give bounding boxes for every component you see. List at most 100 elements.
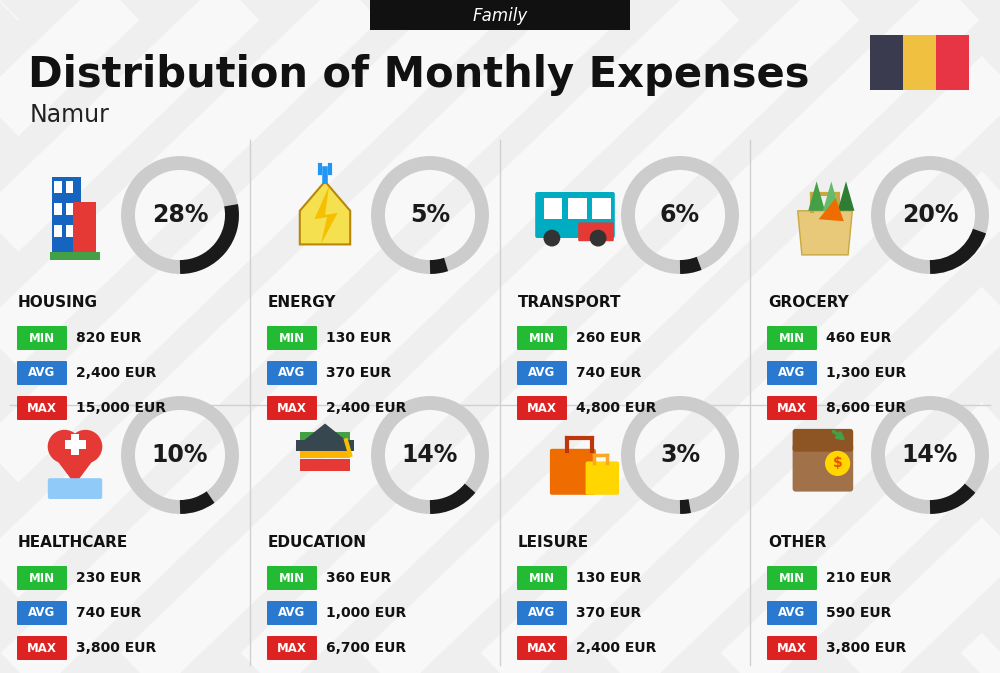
- FancyBboxPatch shape: [517, 396, 567, 420]
- Text: AVG: AVG: [278, 606, 306, 620]
- FancyBboxPatch shape: [66, 203, 73, 215]
- FancyBboxPatch shape: [767, 396, 817, 420]
- FancyBboxPatch shape: [535, 192, 615, 238]
- Text: 260 EUR: 260 EUR: [576, 331, 641, 345]
- Polygon shape: [300, 182, 350, 244]
- Text: 1,300 EUR: 1,300 EUR: [826, 366, 906, 380]
- Polygon shape: [314, 186, 338, 244]
- Circle shape: [590, 229, 606, 246]
- FancyBboxPatch shape: [296, 440, 354, 451]
- Text: 370 EUR: 370 EUR: [326, 366, 391, 380]
- FancyBboxPatch shape: [267, 396, 317, 420]
- Text: 130 EUR: 130 EUR: [326, 331, 391, 345]
- FancyBboxPatch shape: [517, 636, 567, 660]
- FancyBboxPatch shape: [767, 361, 817, 385]
- Polygon shape: [823, 182, 840, 211]
- FancyBboxPatch shape: [71, 434, 79, 455]
- FancyBboxPatch shape: [50, 252, 100, 260]
- Text: 3,800 EUR: 3,800 EUR: [76, 641, 156, 655]
- Text: MAX: MAX: [277, 402, 307, 415]
- FancyBboxPatch shape: [267, 326, 317, 350]
- Text: ENERGY: ENERGY: [268, 295, 336, 310]
- FancyBboxPatch shape: [793, 429, 853, 452]
- Text: 6,700 EUR: 6,700 EUR: [326, 641, 406, 655]
- Text: 5%: 5%: [410, 203, 450, 227]
- Text: 360 EUR: 360 EUR: [326, 571, 391, 585]
- Text: MAX: MAX: [27, 402, 57, 415]
- Polygon shape: [50, 451, 100, 485]
- Circle shape: [544, 229, 560, 246]
- Text: 6%: 6%: [660, 203, 700, 227]
- Text: MIN: MIN: [529, 571, 555, 584]
- Text: AVG: AVG: [528, 367, 556, 380]
- FancyBboxPatch shape: [17, 566, 67, 590]
- FancyBboxPatch shape: [544, 199, 562, 219]
- Text: 15,000 EUR: 15,000 EUR: [76, 401, 166, 415]
- FancyBboxPatch shape: [17, 361, 67, 385]
- Text: AVG: AVG: [278, 367, 306, 380]
- Polygon shape: [304, 423, 346, 440]
- Text: HEALTHCARE: HEALTHCARE: [18, 535, 128, 550]
- Text: HOUSING: HOUSING: [18, 295, 98, 310]
- Text: MAX: MAX: [527, 402, 557, 415]
- FancyBboxPatch shape: [300, 459, 350, 471]
- Text: AVG: AVG: [528, 606, 556, 620]
- Text: 130 EUR: 130 EUR: [576, 571, 641, 585]
- FancyBboxPatch shape: [550, 449, 596, 495]
- Text: EDUCATION: EDUCATION: [268, 535, 367, 550]
- Text: 10%: 10%: [152, 443, 208, 467]
- Text: 460 EUR: 460 EUR: [826, 331, 891, 345]
- FancyBboxPatch shape: [300, 432, 350, 444]
- FancyBboxPatch shape: [52, 177, 81, 253]
- Text: MIN: MIN: [529, 332, 555, 345]
- Text: 2,400 EUR: 2,400 EUR: [326, 401, 406, 415]
- FancyBboxPatch shape: [793, 444, 853, 491]
- FancyBboxPatch shape: [66, 182, 73, 193]
- Circle shape: [69, 430, 102, 464]
- Text: 14%: 14%: [402, 443, 458, 467]
- Text: Distribution of Monthly Expenses: Distribution of Monthly Expenses: [28, 54, 810, 96]
- Text: MIN: MIN: [29, 571, 55, 584]
- Text: MAX: MAX: [777, 641, 807, 655]
- FancyBboxPatch shape: [517, 566, 567, 590]
- Text: MAX: MAX: [777, 402, 807, 415]
- FancyBboxPatch shape: [592, 199, 611, 219]
- FancyBboxPatch shape: [578, 222, 614, 241]
- Text: OTHER: OTHER: [768, 535, 826, 550]
- FancyBboxPatch shape: [767, 601, 817, 625]
- Polygon shape: [798, 211, 852, 255]
- FancyBboxPatch shape: [517, 361, 567, 385]
- FancyBboxPatch shape: [267, 566, 317, 590]
- Text: 820 EUR: 820 EUR: [76, 331, 142, 345]
- FancyBboxPatch shape: [54, 225, 62, 237]
- Text: Family: Family: [472, 7, 528, 25]
- FancyBboxPatch shape: [370, 0, 630, 30]
- FancyBboxPatch shape: [54, 182, 62, 193]
- Text: MIN: MIN: [29, 332, 55, 345]
- Text: AVG: AVG: [28, 367, 56, 380]
- Text: 14%: 14%: [902, 443, 958, 467]
- Text: 590 EUR: 590 EUR: [826, 606, 891, 620]
- FancyBboxPatch shape: [267, 636, 317, 660]
- Text: 4,800 EUR: 4,800 EUR: [576, 401, 656, 415]
- Text: MAX: MAX: [27, 641, 57, 655]
- Text: 20%: 20%: [902, 203, 958, 227]
- Text: MIN: MIN: [779, 332, 805, 345]
- FancyBboxPatch shape: [54, 203, 62, 215]
- FancyBboxPatch shape: [73, 203, 96, 253]
- Text: AVG: AVG: [28, 606, 56, 620]
- Text: MIN: MIN: [279, 571, 305, 584]
- FancyBboxPatch shape: [767, 636, 817, 660]
- Text: 3,800 EUR: 3,800 EUR: [826, 641, 906, 655]
- Text: 8,600 EUR: 8,600 EUR: [826, 401, 906, 415]
- Text: TRANSPORT: TRANSPORT: [518, 295, 622, 310]
- Text: 2,400 EUR: 2,400 EUR: [76, 366, 156, 380]
- FancyBboxPatch shape: [66, 225, 73, 237]
- Circle shape: [825, 451, 850, 476]
- FancyBboxPatch shape: [64, 440, 86, 449]
- FancyBboxPatch shape: [267, 361, 317, 385]
- FancyBboxPatch shape: [903, 35, 936, 90]
- FancyBboxPatch shape: [300, 446, 350, 458]
- Text: 370 EUR: 370 EUR: [576, 606, 641, 620]
- Polygon shape: [838, 182, 854, 211]
